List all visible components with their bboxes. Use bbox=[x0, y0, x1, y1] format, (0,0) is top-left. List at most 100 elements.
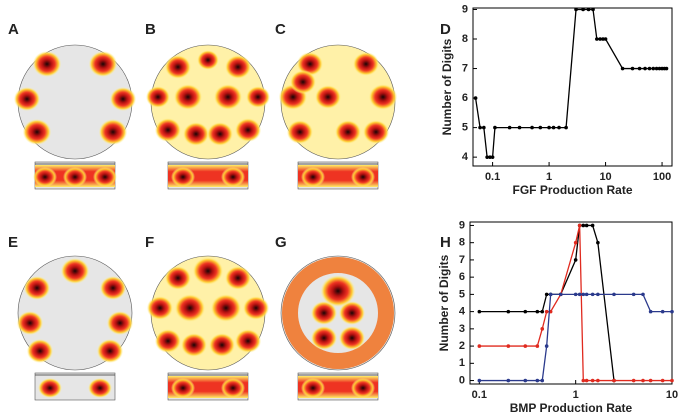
point bbox=[574, 7, 578, 12]
spot bbox=[99, 276, 127, 300]
simulation-panel bbox=[280, 255, 396, 401]
simulation-panel bbox=[278, 44, 398, 190]
spot bbox=[320, 275, 356, 307]
panel-label: G bbox=[275, 234, 287, 251]
panel-label: D bbox=[440, 21, 451, 38]
y-axis-label: Number of Digits bbox=[437, 254, 451, 351]
spot bbox=[171, 167, 195, 187]
simulation-panel bbox=[146, 255, 270, 401]
y-tick-label: 0 bbox=[459, 374, 465, 386]
point bbox=[581, 7, 585, 12]
y-tick-label: 6 bbox=[462, 92, 468, 104]
spot bbox=[146, 296, 174, 320]
point bbox=[551, 125, 556, 130]
point bbox=[506, 378, 511, 383]
spot bbox=[210, 294, 242, 322]
point bbox=[596, 240, 600, 245]
point bbox=[477, 309, 482, 314]
x-tick-label: 1 bbox=[546, 171, 552, 183]
point bbox=[590, 378, 595, 383]
point bbox=[612, 378, 616, 383]
spot bbox=[38, 378, 62, 398]
spot bbox=[234, 118, 262, 142]
point bbox=[586, 7, 591, 12]
point bbox=[530, 125, 534, 130]
point bbox=[598, 37, 602, 41]
spot bbox=[351, 378, 375, 398]
point bbox=[477, 378, 482, 383]
point bbox=[603, 37, 608, 41]
spot bbox=[23, 276, 51, 300]
spot bbox=[154, 329, 182, 353]
spot bbox=[164, 55, 192, 79]
bulb bbox=[280, 255, 396, 371]
x-axis-label: BMP Production Rate bbox=[510, 401, 633, 413]
point bbox=[544, 309, 549, 314]
plot-frame bbox=[469, 221, 673, 385]
point bbox=[637, 66, 642, 71]
spot bbox=[352, 52, 380, 76]
spot bbox=[213, 84, 243, 110]
spot bbox=[310, 301, 338, 325]
point bbox=[631, 292, 636, 297]
spot bbox=[362, 120, 390, 144]
spot bbox=[33, 167, 57, 187]
spot bbox=[145, 86, 171, 108]
spot bbox=[301, 378, 325, 398]
point bbox=[535, 344, 540, 348]
y-tick-label: 4 bbox=[462, 151, 469, 163]
spot bbox=[96, 339, 124, 363]
point bbox=[538, 125, 543, 130]
spot bbox=[296, 52, 324, 76]
x-tick-label: 100 bbox=[653, 171, 671, 183]
series-line bbox=[479, 224, 615, 381]
point bbox=[557, 125, 561, 130]
y-axis-label: Number of Digits bbox=[440, 38, 454, 135]
point bbox=[670, 309, 674, 314]
x-tick-label: 0.1 bbox=[472, 389, 487, 401]
spot bbox=[242, 296, 270, 320]
point bbox=[630, 66, 635, 71]
point bbox=[647, 66, 652, 71]
point bbox=[584, 223, 589, 228]
point bbox=[651, 66, 656, 71]
x-tick-label: 10 bbox=[666, 389, 678, 401]
point bbox=[577, 223, 582, 228]
spot bbox=[310, 326, 338, 350]
point bbox=[643, 66, 647, 71]
point bbox=[596, 292, 600, 297]
spot bbox=[338, 326, 366, 350]
point bbox=[648, 378, 653, 383]
y-tick-label: 9 bbox=[459, 219, 465, 231]
point bbox=[517, 125, 522, 130]
point bbox=[660, 309, 665, 314]
spot bbox=[63, 167, 87, 187]
point bbox=[573, 292, 578, 297]
point bbox=[654, 66, 659, 71]
point bbox=[535, 309, 540, 314]
simulation-panel bbox=[13, 44, 137, 190]
point bbox=[485, 155, 489, 159]
point bbox=[558, 292, 563, 297]
spot bbox=[221, 167, 245, 187]
point bbox=[620, 66, 625, 71]
y-tick-label: 8 bbox=[462, 33, 468, 45]
panel-label: C bbox=[275, 21, 286, 38]
y-tick-label: 7 bbox=[459, 254, 465, 266]
point bbox=[631, 378, 636, 383]
point bbox=[670, 378, 674, 383]
point bbox=[596, 378, 600, 383]
spot bbox=[301, 167, 325, 187]
point bbox=[573, 240, 578, 245]
spot bbox=[182, 122, 210, 146]
spot bbox=[245, 86, 271, 108]
panel-label: A bbox=[8, 21, 19, 38]
point bbox=[477, 344, 482, 348]
spot bbox=[351, 167, 375, 187]
spot bbox=[164, 266, 192, 290]
spot bbox=[224, 266, 252, 290]
spot bbox=[208, 333, 236, 357]
spot bbox=[22, 119, 52, 145]
point bbox=[493, 125, 497, 130]
panel-label: H bbox=[440, 234, 451, 251]
